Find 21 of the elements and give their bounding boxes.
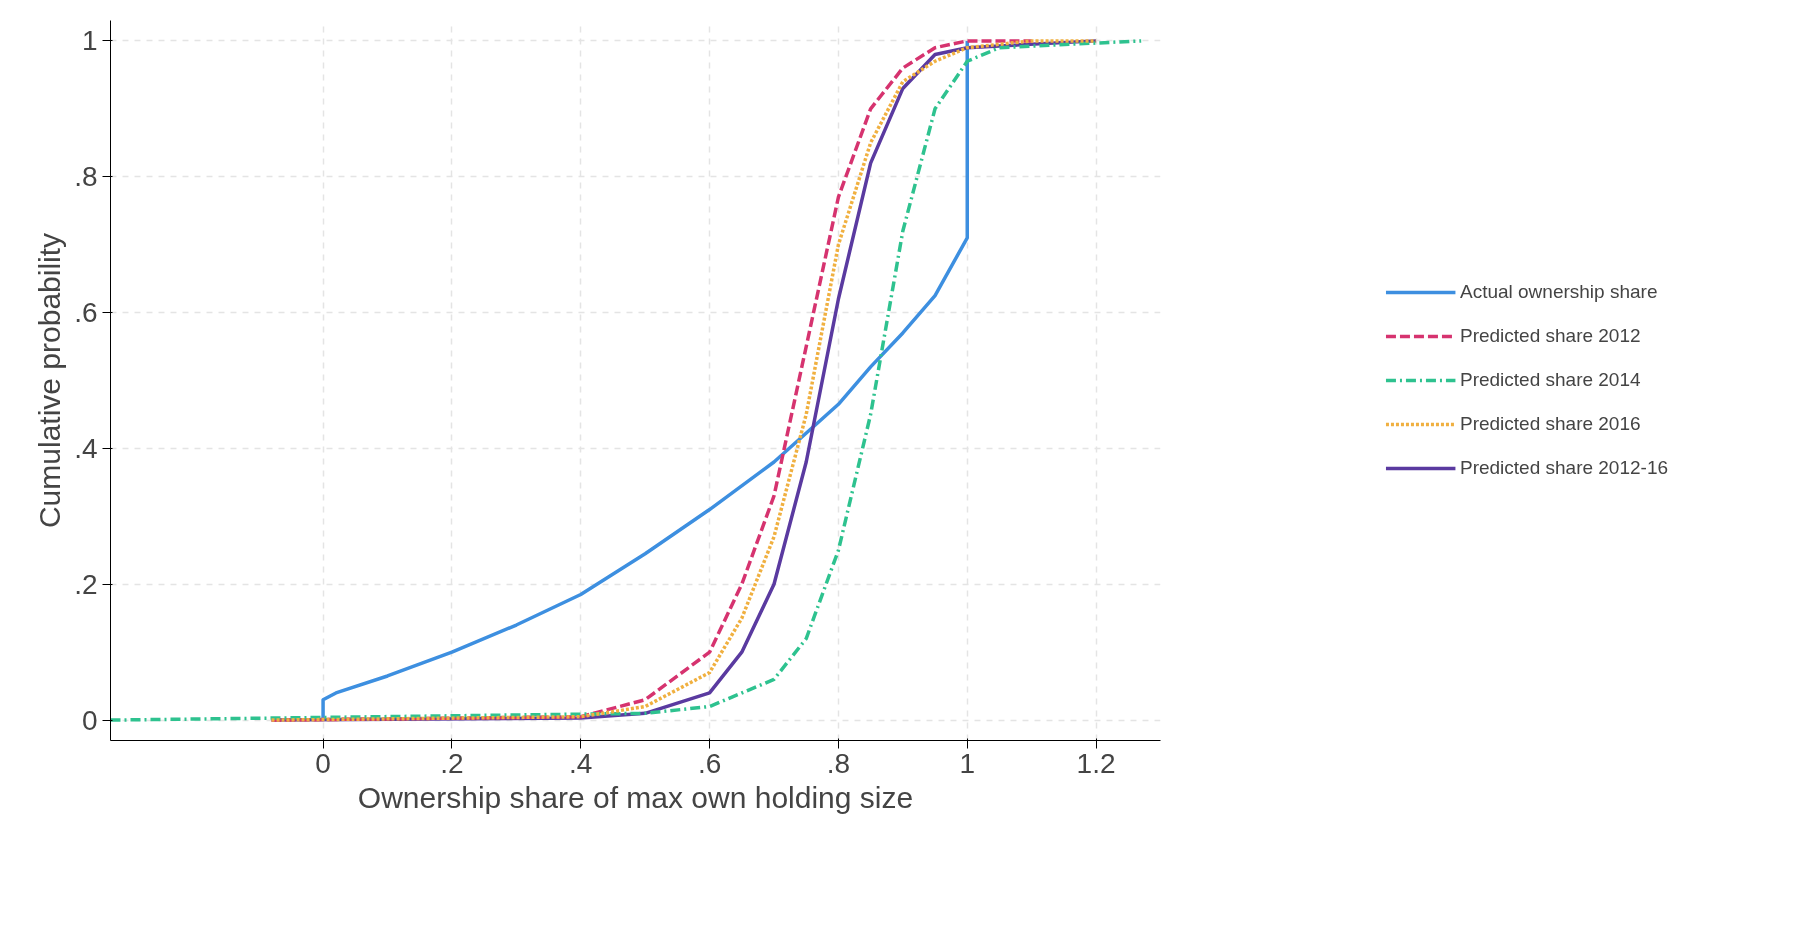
legend-label: Predicted share 2014 (1459, 369, 1641, 391)
x-tick-label: 0 (315, 747, 331, 779)
x-tick-label: .8 (826, 747, 851, 779)
x-tick-label: .4 (569, 747, 593, 779)
legend-label: Predicted share 2012 (1459, 325, 1641, 347)
legend-label: Actual ownership share (1459, 281, 1658, 303)
y-tick-label: 1 (81, 25, 98, 57)
y-tick-label: .4 (74, 432, 98, 464)
x-tick-label: .2 (440, 747, 464, 779)
legend-label: Predicted share 2016 (1459, 413, 1641, 435)
x-tick-label: 1 (959, 747, 976, 779)
x-axis-title: Ownership share of max own holding size (357, 780, 914, 814)
y-tick-label: 0 (81, 704, 98, 736)
y-tick-label: .2 (74, 568, 98, 600)
x-tick-label: .6 (697, 747, 722, 779)
y-tick-label: .8 (74, 161, 98, 193)
line-series (110, 39, 1143, 722)
y-tick-label: .6 (74, 297, 98, 329)
x-tick-label: 1.2 (1076, 747, 1116, 779)
y-axis-title: Cumulative probability (33, 232, 67, 529)
legend-label: Predicted share 2012-16 (1459, 457, 1669, 479)
